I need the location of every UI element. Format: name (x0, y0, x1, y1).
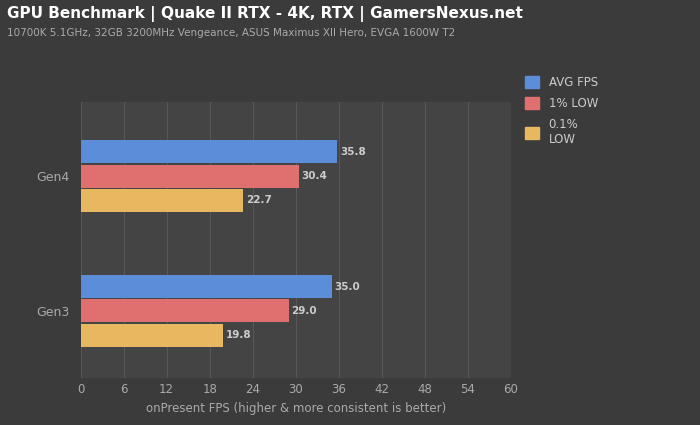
Text: 10700K 5.1GHz, 32GB 3200MHz Vengeance, ASUS Maximus XII Hero, EVGA 1600W T2: 10700K 5.1GHz, 32GB 3200MHz Vengeance, A… (7, 28, 455, 38)
Legend: AVG FPS, 1% LOW, 0.1%
LOW: AVG FPS, 1% LOW, 0.1% LOW (519, 70, 604, 152)
Bar (80, 189, 244, 212)
X-axis label: onPresent FPS (higher & more consistent is better): onPresent FPS (higher & more consistent … (146, 402, 446, 415)
Bar (80, 275, 332, 298)
Text: 22.7: 22.7 (246, 196, 272, 205)
Bar (80, 164, 299, 188)
Text: GPU Benchmark | Quake II RTX - 4K, RTX | GamersNexus.net: GPU Benchmark | Quake II RTX - 4K, RTX |… (7, 6, 523, 23)
Text: 30.4: 30.4 (302, 171, 328, 181)
Text: 19.8: 19.8 (225, 330, 251, 340)
Text: 29.0: 29.0 (291, 306, 317, 316)
Bar (80, 299, 288, 323)
Bar (80, 140, 337, 163)
Text: 35.8: 35.8 (340, 147, 366, 157)
Text: 35.0: 35.0 (335, 282, 360, 292)
Bar (80, 323, 223, 347)
